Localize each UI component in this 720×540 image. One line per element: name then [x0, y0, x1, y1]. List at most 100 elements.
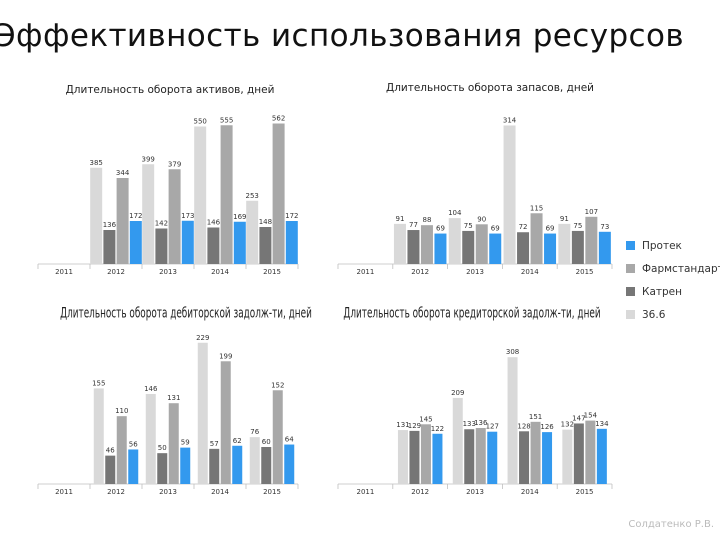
bar-pharmstandard-2013: [168, 403, 179, 484]
data-label-protek-2015: 73: [600, 223, 609, 231]
legend-swatch-pharmstandard: [626, 264, 635, 273]
data-label-36-6-2012: 131: [396, 421, 409, 429]
x-tick-label-2015: 2015: [263, 268, 281, 276]
bar-36-6-2014: [507, 357, 518, 484]
chart-legend: Протек Фармстандарт Катрен 36.6: [626, 234, 720, 326]
receivables-turnover-svg: Длительность оборота дебиторской задолж-…: [37, 304, 312, 496]
bar-36-6-2015: [249, 437, 260, 484]
bar-katren-2013: [462, 230, 475, 264]
data-label-protek-2014: 169: [233, 213, 246, 221]
data-label-katren-2015: 75: [573, 222, 582, 230]
bar-katren-2015: [573, 423, 584, 484]
data-label-36-6-2014: 229: [196, 334, 209, 342]
bar-36-6-2012: [90, 167, 103, 264]
data-label-protek-2013: 173: [181, 212, 194, 220]
data-label-pharmstandard-2014: 555: [220, 116, 233, 124]
bar-protek-2015: [596, 428, 607, 484]
data-label-protek-2015: 172: [285, 212, 298, 220]
bar-katren-2014: [517, 232, 530, 264]
bar-pharmstandard-2012: [116, 178, 129, 264]
bar-protek-2012: [434, 233, 447, 264]
bar-katren-2013: [464, 429, 475, 484]
bar-36-6-2014: [194, 126, 207, 264]
bar-36-6-2012: [93, 388, 104, 484]
data-label-katren-2014: 146: [207, 219, 221, 227]
x-tick-label-2013: 2013: [466, 268, 484, 276]
bar-pharmstandard-2013: [168, 169, 181, 264]
data-label-katren-2014: 72: [519, 223, 528, 231]
data-label-protek-2012: 69: [436, 225, 445, 233]
legend-label-pharmstandard: Фармстандарт: [642, 262, 720, 275]
data-label-katren-2013: 133: [463, 420, 476, 428]
bar-katren-2014: [519, 431, 530, 484]
bar-protek-2013: [489, 233, 502, 264]
legend-swatch-protek: [626, 241, 635, 250]
chart-title-receivables: Длительность оборота дебиторской задолж-…: [60, 304, 312, 321]
x-tick-label-2011: 2011: [55, 268, 73, 276]
data-label-36-6-2015: 253: [246, 192, 259, 200]
x-tick-label-2012: 2012: [107, 488, 125, 496]
bar-36-6-2013: [145, 393, 156, 484]
data-label-katren-2013: 142: [155, 220, 168, 228]
data-label-protek-2012: 56: [129, 440, 138, 448]
data-label-protek-2012: 122: [431, 425, 444, 433]
payables-turnover-svg: Длительность оборота кредиторской задолж…: [337, 304, 613, 496]
data-label-protek-2013: 127: [486, 423, 499, 431]
legend-label-protek: Протек: [642, 239, 682, 252]
data-label-36-6-2014: 308: [506, 348, 519, 356]
data-label-pharmstandard-2014: 199: [219, 352, 232, 360]
data-label-katren-2015: 148: [259, 218, 272, 226]
data-label-katren-2013: 75: [464, 222, 473, 230]
bar-pharmstandard-2015: [272, 390, 283, 484]
data-label-pharmstandard-2012: 344: [116, 169, 130, 177]
bar-protek-2014: [544, 233, 557, 264]
bar-36-6-2013: [142, 164, 155, 264]
bar-pharmstandard-2012: [420, 225, 433, 264]
data-label-pharmstandard-2013: 90: [477, 215, 486, 223]
data-label-protek-2015: 64: [285, 436, 294, 444]
chart-title-inventory: Длительность оборота запасов, дней: [386, 82, 594, 94]
bar-protek-2015: [598, 231, 611, 264]
data-label-katren-2012: 129: [408, 422, 421, 430]
data-label-protek-2014: 126: [540, 423, 554, 431]
data-label-katren-2013: 50: [158, 444, 167, 452]
bar-katren-2012: [105, 455, 116, 484]
legend-item-36-6: 36.6: [626, 303, 720, 326]
bar-protek-2014: [233, 221, 246, 264]
x-tick-label-2014: 2014: [521, 488, 539, 496]
data-label-pharmstandard-2014: 151: [529, 413, 542, 421]
data-label-36-6-2013: 209: [451, 389, 464, 397]
legend-label-katren: Катрен: [642, 285, 682, 298]
legend-item-protek: Протек: [626, 234, 720, 257]
bar-pharmstandard-2014: [220, 361, 231, 484]
bar-katren-2015: [571, 230, 584, 264]
bar-protek-2013: [487, 431, 498, 484]
data-label-pharmstandard-2012: 88: [422, 216, 431, 224]
bar-pharmstandard-2015: [272, 123, 285, 264]
bar-katren-2012: [409, 430, 420, 484]
bar-36-6-2013: [452, 397, 463, 484]
data-label-pharmstandard-2013: 379: [168, 160, 181, 168]
data-label-katren-2012: 77: [409, 221, 418, 229]
data-label-pharmstandard-2015: 562: [272, 115, 285, 123]
data-label-katren-2014: 128: [517, 422, 530, 430]
x-tick-label-2013: 2013: [159, 268, 177, 276]
data-label-katren-2015: 60: [262, 438, 271, 446]
data-label-36-6-2013: 146: [144, 385, 158, 393]
data-label-katren-2012: 136: [103, 221, 117, 229]
x-tick-label-2015: 2015: [576, 488, 594, 496]
bar-protek-2015: [285, 221, 298, 264]
x-tick-label-2011: 2011: [55, 488, 73, 496]
bar-pharmstandard-2014: [530, 213, 543, 264]
x-tick-label-2012: 2012: [411, 268, 429, 276]
data-label-36-6-2013: 104: [448, 209, 462, 217]
bar-pharmstandard-2014: [530, 421, 541, 484]
bar-protek-2013: [181, 220, 194, 264]
bar-katren-2015: [261, 447, 272, 484]
bar-pharmstandard-2015: [585, 216, 598, 264]
data-label-katren-2015: 147: [572, 414, 585, 422]
receivables-turnover-chart: Длительность оборота дебиторской задолж-…: [30, 298, 312, 498]
bar-katren-2013: [155, 228, 168, 264]
data-label-pharmstandard-2015: 154: [584, 412, 598, 420]
x-tick-label-2012: 2012: [107, 268, 125, 276]
